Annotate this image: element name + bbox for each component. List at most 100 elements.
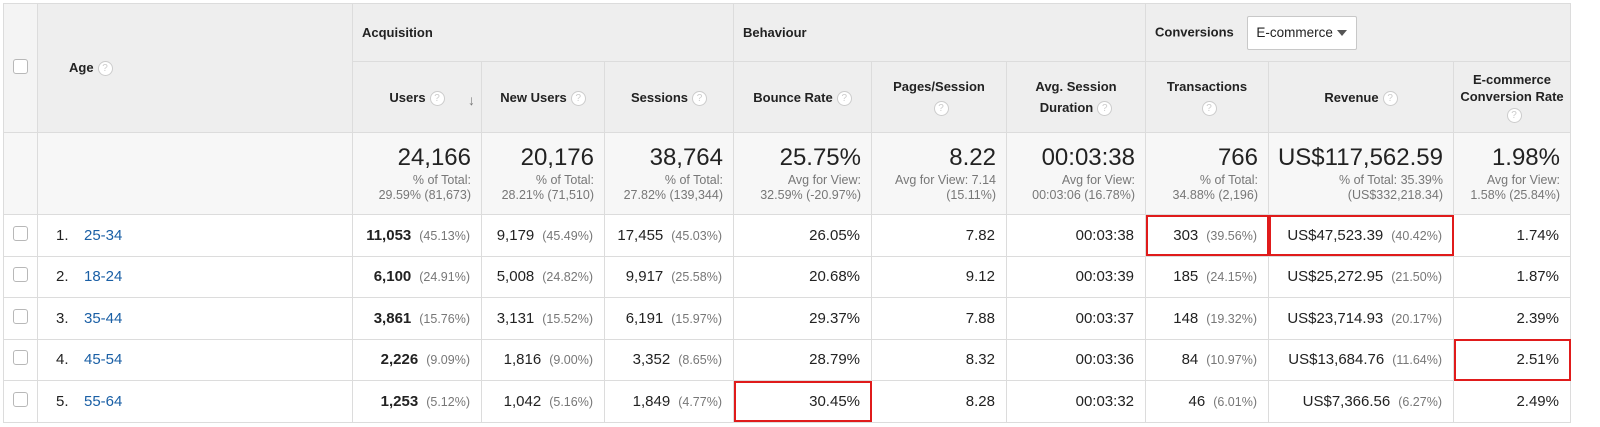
col-ecom-rate-label: E-commerce Conversion Rate	[1460, 72, 1564, 105]
revenue-pct: (20.17%)	[1391, 311, 1442, 326]
cell-avg-duration: 00:03:32	[1006, 380, 1146, 423]
sort-desc-icon[interactable]: ↓	[468, 92, 475, 108]
conversions-dropdown[interactable]: E-commerce	[1247, 15, 1358, 50]
row-checkbox[interactable]	[13, 350, 28, 366]
transactions-value: 185	[1173, 268, 1199, 286]
help-icon[interactable]: ?	[1382, 90, 1398, 106]
table-row[interactable]: 2. 18-24 6,100 (24.91%) 5,008 (24.82%) 9,917 (2…	[3, 255, 1571, 298]
table-row[interactable]: 3. 35-44 3,861 (15.76%) 3,131 (15.52%) 6,191 (1…	[3, 297, 1571, 340]
age-link[interactable]: 18-24	[84, 268, 123, 286]
col-pages-session[interactable]: Pages/Session?	[871, 61, 1007, 133]
revenue-pct: (11.64%)	[1392, 353, 1442, 368]
revenue-pct: (6.27%)	[1398, 394, 1442, 409]
age-link[interactable]: 25-34	[84, 226, 123, 244]
col-users-label: Users	[389, 89, 426, 105]
new-users-pct: (15.52%)	[542, 311, 593, 326]
row-checkbox[interactable]	[13, 308, 28, 324]
bounce-rate-value: 20.68%	[809, 268, 860, 286]
col-new-users[interactable]: New Users?	[481, 61, 605, 133]
total-users-sub2: 29.59% (81,673)	[378, 188, 471, 202]
revenue-pct: (21.50%)	[1391, 270, 1442, 285]
age-link[interactable]: 55-64	[84, 392, 123, 410]
pages-session-value: 7.88	[965, 309, 995, 327]
totals-empty-label	[37, 132, 353, 215]
users-value: 1,253	[380, 392, 419, 410]
users-pct: (9.09%)	[426, 353, 470, 368]
table-row[interactable]: 1. 25-34 11,053 (45.13%) 9,179 (45.49%) 17,455…	[3, 214, 1571, 257]
new-users-value: 3,131	[496, 309, 535, 327]
cell-bounce-rate: 26.05%	[733, 214, 872, 257]
total-ecom-rate: 1.98% Avg for View: 1.58% (25.84%)	[1453, 132, 1571, 215]
row-index: 2.	[56, 268, 69, 286]
col-avg-duration[interactable]: Avg. Session Duration?	[1006, 61, 1146, 133]
select-all-checkbox[interactable]	[13, 59, 28, 74]
col-sessions[interactable]: Sessions?	[604, 61, 734, 133]
help-icon[interactable]: ?	[933, 101, 949, 117]
cell-new-users: 3,131 (15.52%)	[481, 297, 605, 340]
dimension-header[interactable]: Age?	[37, 3, 353, 133]
total-sessions-sub1: % of Total:	[664, 173, 723, 187]
age-link[interactable]: 35-44	[84, 309, 123, 327]
help-icon[interactable]: ?	[97, 61, 113, 77]
col-ecom-rate[interactable]: E-commerce Conversion Rate?	[1453, 61, 1571, 133]
users-pct: (45.13%)	[419, 228, 470, 243]
row-index: 3.	[56, 309, 69, 327]
help-icon[interactable]: ?	[836, 90, 852, 106]
pages-session-value: 8.28	[965, 392, 995, 410]
group-conversions: Conversions E-commerce	[1145, 3, 1571, 62]
row-checkbox[interactable]	[13, 225, 28, 241]
revenue-value: US$7,366.56	[1302, 392, 1391, 410]
help-icon[interactable]: ?	[1506, 107, 1522, 123]
cell-new-users: 1,816 (9.00%)	[481, 338, 605, 381]
revenue-value: US$47,523.39	[1287, 226, 1384, 244]
ecom-rate-value: 2.39%	[1516, 309, 1559, 327]
cell-ecom-rate: 1.74%	[1453, 214, 1571, 257]
col-pages-session-label: Pages/Session	[893, 79, 985, 94]
total-avg-duration-value: 00:03:38	[1041, 144, 1135, 171]
col-revenue[interactable]: Revenue?	[1268, 61, 1454, 133]
total-users-value: 24,166	[397, 144, 471, 171]
help-icon[interactable]: ?	[429, 90, 445, 106]
cell-avg-duration: 00:03:38	[1006, 214, 1146, 257]
new-users-value: 9,179	[496, 226, 535, 244]
row-checkbox-cell	[3, 297, 38, 340]
total-avg-duration: 00:03:38 Avg for View: 00:03:06 (16.78%)	[1006, 132, 1146, 215]
total-bounce-rate: 25.75% Avg for View: 32.59% (-20.97%)	[733, 132, 872, 215]
col-bounce-rate-label: Bounce Rate	[753, 89, 833, 105]
row-checkbox[interactable]	[13, 391, 28, 407]
sessions-pct: (25.58%)	[671, 270, 722, 285]
help-icon[interactable]: ?	[570, 90, 586, 106]
help-icon[interactable]: ?	[1097, 101, 1113, 117]
col-transactions[interactable]: Transactions?	[1145, 61, 1269, 133]
total-users: 24,166 % of Total: 29.59% (81,673)	[352, 132, 482, 215]
revenue-value: US$23,714.93	[1287, 309, 1384, 327]
cell-pages-session: 9.12	[871, 255, 1007, 298]
transactions-pct: (19.32%)	[1206, 311, 1257, 326]
total-pages-session-sub1: Avg for View: 7.14	[895, 173, 996, 187]
total-new-users: 20,176 % of Total: 28.21% (71,510)	[481, 132, 605, 215]
col-bounce-rate[interactable]: Bounce Rate?	[733, 61, 872, 133]
row-index: 4.	[56, 351, 69, 369]
age-link[interactable]: 45-54	[84, 351, 123, 369]
total-bounce-rate-sub2: 32.59% (-20.97%)	[760, 188, 861, 202]
new-users-pct: (24.82%)	[542, 270, 593, 285]
cell-pages-session: 7.82	[871, 214, 1007, 257]
row-checkbox[interactable]	[13, 267, 28, 283]
conversions-dropdown-value: E-commerce	[1256, 24, 1333, 40]
cell-sessions: 9,917 (25.58%)	[604, 255, 734, 298]
col-users[interactable]: Users? ↓	[352, 61, 482, 133]
total-sessions-sub2: 27.82% (139,344)	[623, 188, 723, 202]
ecom-rate-value: 1.74%	[1516, 226, 1559, 244]
total-users-sub1: % of Total:	[412, 173, 471, 187]
table-row[interactable]: 4. 45-54 2,226 (9.09%) 1,816 (9.00%) 3,352 (8.6…	[3, 338, 1571, 381]
revenue-value: US$13,684.76	[1288, 351, 1385, 369]
bounce-rate-value: 30.45%	[809, 392, 860, 410]
avg-duration-value: 00:03:37	[1075, 309, 1134, 327]
ecom-rate-value: 2.51%	[1516, 351, 1559, 369]
total-transactions-value: 766	[1217, 144, 1258, 171]
help-icon[interactable]: ?	[692, 90, 708, 106]
table-row[interactable]: 5. 55-64 1,253 (5.12%) 1,042 (5.16%) 1,849 (4.7…	[3, 380, 1571, 423]
help-icon[interactable]: ?	[1201, 101, 1217, 117]
transactions-pct: (6.01%)	[1213, 394, 1257, 409]
